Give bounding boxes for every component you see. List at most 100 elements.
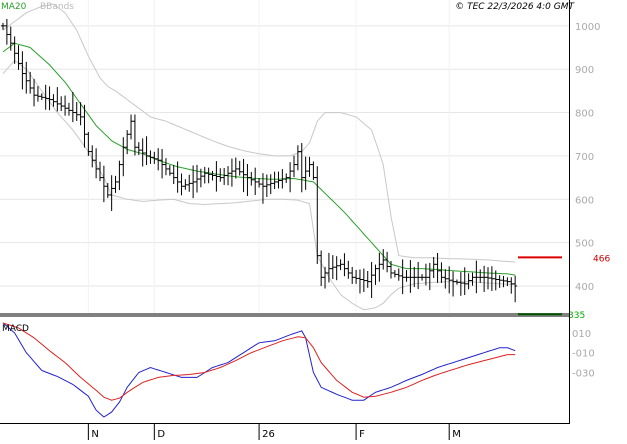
ohlc-bar	[295, 145, 300, 171]
ohlc-bar	[357, 269, 362, 294]
ohlc-bar	[214, 161, 219, 192]
ohlc-bar	[338, 259, 343, 271]
ohlc-bar	[59, 96, 64, 112]
ohlc-bar	[218, 168, 223, 182]
ohlc-bar	[260, 173, 265, 204]
price-axis-ticks: 400 500 600 700 800 900 1000	[575, 22, 600, 293]
time-tick-label: D	[157, 429, 165, 440]
ohlc-bar	[47, 86, 52, 111]
price-tick-label: 600	[575, 195, 594, 206]
ohlc-bar	[466, 273, 471, 290]
ohlc-bar	[280, 169, 285, 189]
ohlc-bar	[272, 171, 277, 190]
ohlc-bar	[439, 262, 444, 284]
ohlc-bar	[389, 260, 393, 279]
ohlc-bar	[303, 156, 308, 190]
ohlc-bar	[109, 175, 114, 211]
ohlc-bar	[342, 253, 347, 277]
ohlc-bar	[323, 266, 328, 289]
ohlc-bar	[132, 114, 137, 156]
ohlc-bar	[493, 270, 498, 291]
ohlc-bar	[292, 155, 296, 178]
ohlc-bar	[486, 267, 490, 290]
ohlc-bar	[28, 71, 33, 94]
ohlc-bar	[183, 179, 188, 190]
ohlc-bar	[284, 173, 289, 183]
ohlc-bar	[315, 166, 320, 264]
ohlc-bar	[334, 256, 339, 281]
ohlc-bar	[70, 91, 75, 123]
ohlc-bar	[237, 160, 242, 176]
support-label: 335	[568, 311, 585, 321]
ohlc-bar	[241, 158, 246, 193]
ohlc-bar	[163, 158, 168, 176]
ohlc-bar	[233, 157, 238, 179]
ohlc-bar	[249, 171, 254, 186]
ohlc-bar	[16, 45, 21, 70]
ohlc-bar	[98, 161, 102, 182]
resistance-label: 466	[593, 254, 610, 264]
time-tick-label: N	[91, 429, 98, 440]
price-tick-label: 900	[575, 65, 594, 76]
ohlc-bar	[509, 277, 514, 294]
macd-line	[2, 322, 516, 418]
ohlc-bar	[458, 272, 463, 296]
ohlc-bar	[447, 266, 452, 294]
ma-legend-label: MA20	[1, 2, 27, 12]
ohlc-bar	[288, 162, 293, 193]
ohlc-bar	[299, 143, 304, 193]
macd-lines	[2, 322, 516, 418]
bbands-legend-label: BBands	[40, 2, 74, 12]
ohlc-bar	[350, 266, 355, 284]
ohlc-bar	[4, 18, 9, 45]
ohlc-bar	[51, 94, 56, 107]
ohlc-bar	[443, 269, 448, 289]
ohlc-bar	[482, 265, 487, 292]
ohlc-bar	[8, 26, 13, 51]
ohlc-bar	[113, 175, 118, 193]
time-tick-label: 26	[262, 429, 275, 440]
ohlc-bar	[74, 101, 79, 122]
ohlc-bar	[373, 264, 378, 285]
ohlc-bar	[361, 268, 366, 293]
price-bars	[1, 18, 518, 303]
ohlc-bar	[78, 102, 83, 126]
ohlc-bar	[140, 138, 145, 167]
ohlc-bar	[377, 252, 382, 282]
price-tick-label: 700	[575, 152, 594, 163]
signal-line	[2, 322, 516, 401]
ohlc-bar	[82, 104, 87, 148]
ohlc-bar	[497, 275, 502, 288]
ohlc-bar	[396, 268, 401, 281]
ohlc-bar	[20, 51, 25, 90]
ohlc-bar	[90, 145, 95, 168]
ohlc-bar	[63, 95, 68, 116]
ohlc-bar	[416, 261, 421, 290]
ohlc-bar	[129, 114, 134, 140]
ohlc-bar	[392, 270, 397, 278]
ohlc-bar	[369, 261, 374, 298]
time-tick-label: M	[452, 429, 461, 440]
ohlc-bar	[408, 260, 413, 293]
ohlc-bar	[43, 84, 48, 110]
ohlc-bar	[160, 148, 165, 179]
ohlc-bar	[191, 165, 196, 199]
ohlc-bar	[346, 260, 351, 279]
ohlc-bar	[245, 163, 250, 196]
macd-tick-label: -030	[572, 368, 595, 379]
ohlc-bar	[326, 252, 331, 283]
time-tick-label: F	[359, 429, 365, 440]
ohlc-bar	[39, 93, 44, 101]
ohlc-bar	[381, 249, 386, 270]
ohlc-bar	[179, 173, 184, 196]
ohlc-bar	[1, 22, 5, 30]
ohlc-bar	[276, 171, 281, 189]
ohlc-bar	[136, 142, 141, 156]
ohlc-bar	[307, 156, 312, 177]
ohlc-bar	[167, 165, 172, 176]
ohlc-bar	[35, 86, 40, 102]
ohlc-bar	[462, 267, 467, 296]
ohlc-bar	[385, 251, 390, 273]
copyright-label: © TEC 22/3/2026 4:0 GMT	[455, 2, 575, 12]
